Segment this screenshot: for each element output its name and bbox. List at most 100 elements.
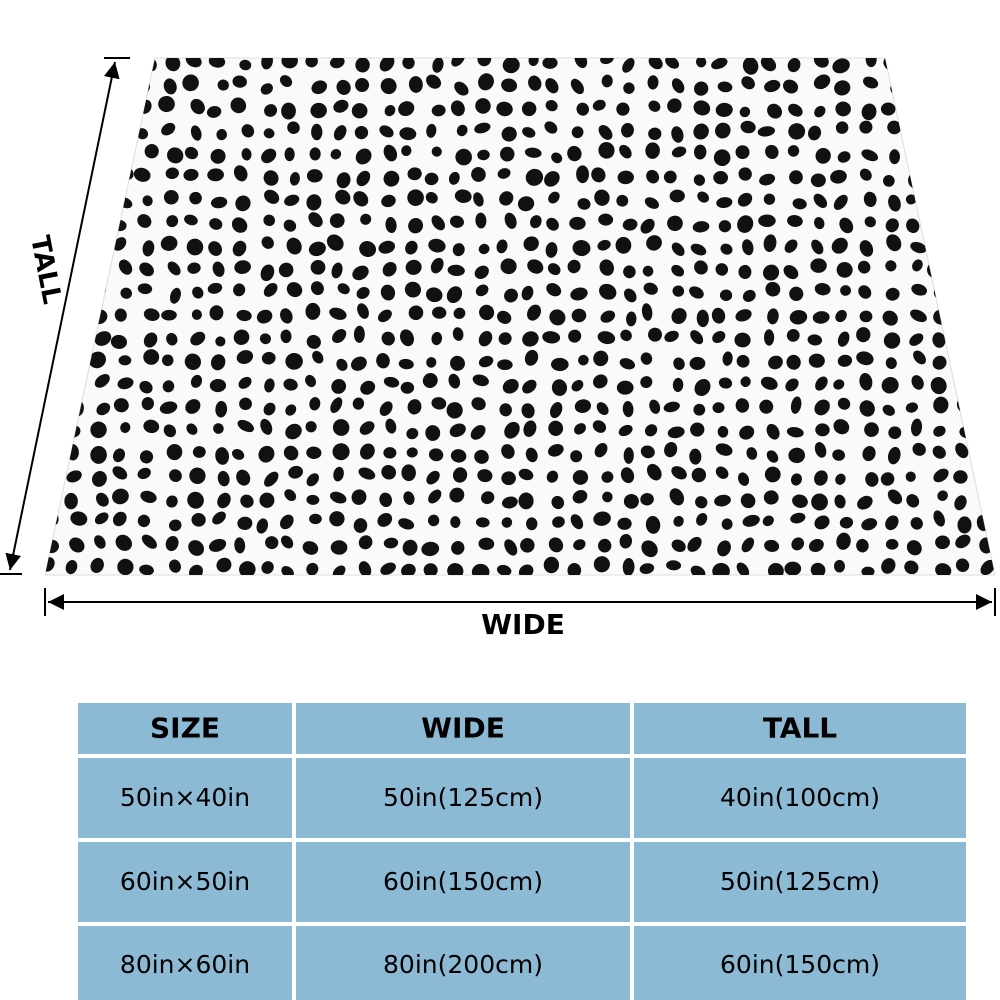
spot [448,171,460,185]
spot [980,76,995,93]
spot [977,375,989,389]
spot [815,147,831,164]
spot [739,425,755,440]
spot [278,262,294,278]
spot [600,310,616,323]
spot [641,540,658,558]
table-cell [296,703,630,754]
spot [360,380,376,395]
spot [645,142,660,159]
spot [408,76,423,93]
spot [933,396,949,414]
spot [859,310,873,323]
spot [571,308,587,323]
spot [953,470,968,484]
spot [542,58,558,69]
spot [736,354,750,368]
spot [232,75,247,88]
spot [259,492,275,508]
spot [208,538,227,552]
spot [183,168,199,181]
spot [671,308,687,325]
spot [984,446,995,459]
spot [572,489,588,504]
spot [281,58,298,69]
spot [792,494,808,508]
spot [264,471,279,487]
spot [359,421,375,435]
table-cell [78,758,292,838]
spot [591,167,606,183]
spot [233,283,246,297]
spot [545,100,558,112]
spot [281,535,294,549]
spot [598,213,614,226]
spot [693,100,711,116]
spot [446,402,463,419]
wide-label: WIDE [481,608,565,641]
spot [234,537,246,554]
spot [421,541,440,557]
spot [839,516,854,529]
spot [711,307,726,324]
spot [621,122,634,138]
spot [326,234,344,251]
spot [431,146,442,157]
spot [814,217,825,230]
spot [359,241,377,258]
spot [521,285,534,301]
spot [568,329,582,343]
spot [719,289,733,302]
spot [640,376,653,389]
spot [210,196,228,209]
spot [263,128,275,139]
spot [864,216,876,228]
spot [142,240,155,257]
spot [381,331,395,346]
spot [789,286,804,301]
spot [764,539,780,553]
spot [165,58,181,72]
spot [381,194,396,208]
spot [474,265,489,279]
spot [936,101,951,116]
table-cell [296,842,630,922]
spot [885,218,899,233]
spot [954,170,970,188]
spot [118,259,133,275]
spot [935,563,952,575]
spot [310,281,324,296]
table-cell [78,842,292,922]
spot [786,354,801,370]
spot [45,420,59,434]
spot [258,445,275,463]
spot [790,396,802,414]
spot [46,445,59,457]
spot [115,146,127,157]
spot [544,171,560,187]
spot [358,561,372,575]
spot [551,152,563,164]
spot [693,403,706,416]
spot [377,512,393,527]
spot [137,283,153,295]
spot [713,149,731,167]
spot [792,198,807,210]
spot [264,104,278,117]
spot [622,58,635,73]
spot [425,192,438,204]
spot [909,333,924,346]
spot [380,78,397,95]
spot [191,513,206,527]
spot [933,510,945,527]
spot [239,561,256,575]
spot [499,403,512,417]
spot [217,492,231,509]
spot [601,471,614,483]
spot [357,303,369,319]
spot [167,147,184,164]
spot [504,421,520,439]
spot [717,425,729,438]
spot [790,473,802,486]
